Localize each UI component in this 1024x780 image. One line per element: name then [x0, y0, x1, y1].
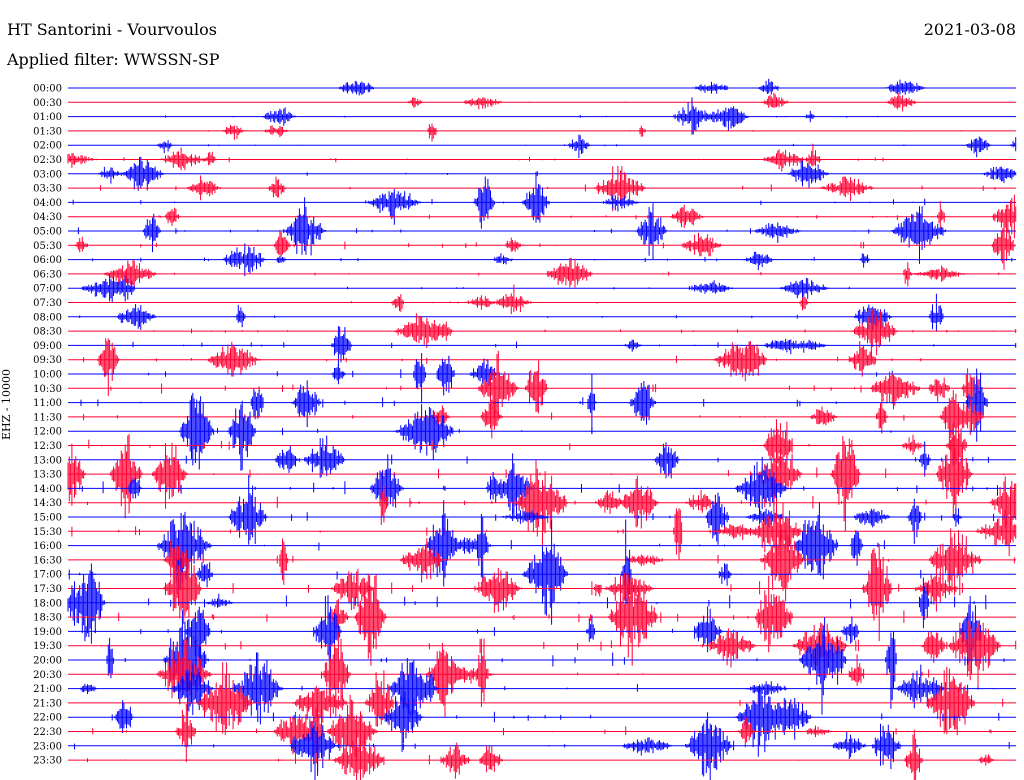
hour-tick-label: 21:30 — [33, 698, 62, 709]
seismic-trace — [207, 123, 962, 142]
seismic-trace — [85, 595, 983, 666]
hour-tick-label: 14:30 — [33, 498, 62, 509]
hour-tick-label: 20:00 — [33, 656, 62, 667]
date-label: 2021-03-08 — [923, 20, 1016, 39]
hour-tick-label: 11:00 — [33, 398, 62, 409]
hour-tick-label: 10:00 — [33, 370, 62, 381]
seismic-trace — [98, 156, 1017, 191]
seismic-trace — [71, 494, 1017, 562]
seismic-trace — [87, 460, 1017, 554]
seismic-trace — [92, 694, 992, 772]
seismic-trace — [118, 574, 905, 666]
hour-tick-label: 06:00 — [33, 255, 62, 266]
filter-label: Applied filter: WWSSN-SP — [7, 50, 220, 69]
seismic-trace — [88, 419, 967, 468]
seismic-trace — [153, 308, 1017, 357]
seismic-trace — [79, 293, 944, 332]
seismic-trace — [408, 92, 917, 112]
hour-tick-label: 00:30 — [33, 98, 62, 109]
seismic-trace — [83, 338, 922, 396]
seismic-trace — [92, 243, 1013, 277]
hour-tick-label: 18:30 — [33, 613, 62, 624]
hour-tick-label: 12:30 — [33, 441, 62, 452]
hour-tick-label: 05:00 — [33, 227, 62, 238]
hour-tick-label: 14:00 — [33, 484, 62, 495]
seismic-trace — [350, 284, 811, 315]
seismic-trace — [100, 166, 996, 212]
seismic-trace — [163, 543, 963, 642]
seismic-trace — [81, 274, 850, 303]
hour-tick-label: 04:00 — [33, 198, 62, 209]
hour-tick-label: 09:00 — [33, 341, 62, 352]
hour-tick-label: 13:00 — [33, 455, 62, 466]
hour-tick-label: 13:30 — [33, 470, 62, 481]
hour-tick-label: 15:00 — [33, 513, 62, 524]
seismic-trace — [74, 712, 1010, 780]
seismic-trace — [106, 609, 1005, 715]
seismic-trace — [165, 97, 879, 135]
seismic-trace — [148, 353, 893, 404]
hour-tick-label: 07:00 — [33, 284, 62, 295]
seismic-trace — [163, 517, 1015, 602]
seismic-trace — [87, 729, 995, 780]
hour-tick-label: 23:30 — [33, 756, 62, 767]
seismic-trace — [228, 475, 995, 545]
hour-tick-label: 05:30 — [33, 241, 62, 252]
hour-tick-label: 23:00 — [33, 741, 62, 752]
seismic-trace — [80, 652, 995, 725]
seismic-trace — [111, 685, 1000, 757]
hour-tick-label: 17:30 — [33, 584, 62, 595]
seismic-trace — [67, 143, 894, 172]
hour-tick-label: 02:30 — [33, 155, 62, 166]
hour-tick-label: 12:00 — [33, 427, 62, 438]
seismic-trace — [80, 368, 989, 442]
seismic-trace — [339, 78, 944, 96]
hour-tick-label: 22:00 — [33, 713, 62, 724]
hour-tick-label: 09:30 — [33, 355, 62, 366]
hour-tick-label: 08:30 — [33, 327, 62, 338]
hour-tick-label: 16:00 — [33, 541, 62, 552]
hour-tick-label: 19:30 — [33, 641, 62, 652]
seismic-trace — [179, 392, 892, 471]
hour-tick-label: 06:30 — [33, 269, 62, 280]
seismic-trace — [75, 220, 1015, 270]
hour-tick-label: 22:30 — [33, 727, 62, 738]
seismic-trace — [155, 631, 930, 718]
seismic-trace — [197, 662, 1004, 736]
hour-tick-label: 10:30 — [33, 384, 62, 395]
seismic-trace — [158, 194, 1017, 239]
seismic-trace — [110, 350, 983, 418]
hour-tick-label: 16:30 — [33, 555, 62, 566]
seismic-trace — [83, 389, 984, 445]
seismic-trace — [67, 434, 1005, 532]
seismic-trace — [157, 500, 885, 587]
hour-tick-label: 01:00 — [33, 112, 62, 123]
hour-tick-label: 15:30 — [33, 527, 62, 538]
seismic-trace — [185, 435, 989, 479]
seismic-trace — [67, 563, 987, 644]
hour-tick-label: 19:00 — [33, 627, 62, 638]
hour-tick-label: 18:00 — [33, 598, 62, 609]
hour-tick-label: 02:00 — [33, 141, 62, 152]
hour-tick-label: 17:00 — [33, 570, 62, 581]
seismic-trace — [103, 257, 1000, 288]
hour-tick-label: 01:30 — [33, 126, 62, 137]
seismic-trace — [72, 172, 926, 229]
hour-tick-label: 04:30 — [33, 212, 62, 223]
hour-tick-label: 07:30 — [33, 298, 62, 309]
hour-tick-label: 08:00 — [33, 312, 62, 323]
station-title: HT Santorini - Vourvoulos — [7, 20, 217, 39]
hour-tick-label: 11:30 — [33, 412, 62, 423]
hour-tick-label: 21:00 — [33, 684, 62, 695]
hour-tick-label: 00:00 — [33, 84, 62, 95]
seismic-trace — [77, 197, 948, 264]
hour-tick-label: 03:30 — [33, 184, 62, 195]
hour-tick-label: 20:30 — [33, 670, 62, 681]
seismic-trace — [132, 326, 1017, 367]
hour-tick-label: 03:00 — [33, 169, 62, 180]
seismic-trace — [157, 134, 1017, 158]
